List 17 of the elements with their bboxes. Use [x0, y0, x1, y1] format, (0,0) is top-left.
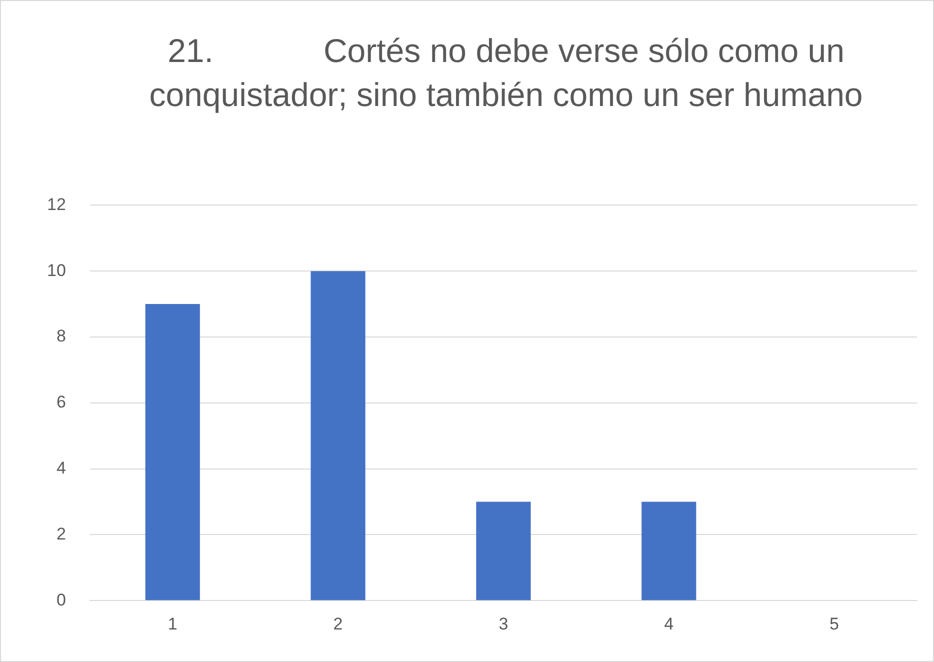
y-tick-label: 10: [46, 260, 66, 280]
x-tick-label: 5: [830, 614, 840, 634]
bar: [642, 502, 696, 600]
y-tick-label: 0: [56, 590, 66, 610]
x-tick-label: 2: [333, 614, 343, 634]
x-tick-label: 1: [168, 614, 178, 634]
y-tick-label: 12: [46, 194, 66, 214]
bar: [310, 271, 366, 600]
y-tick-label: 8: [56, 326, 66, 346]
y-tick-label: 4: [56, 458, 66, 478]
x-tick-label: 4: [664, 614, 674, 634]
chart-title: 21. Cortés no debe verse sólo como un conquistador; sino también como un ser humano: [148, 31, 864, 115]
bar: [145, 304, 200, 600]
y-tick-label: 2: [56, 524, 66, 544]
bar: [476, 502, 531, 600]
x-tick-label: 3: [498, 614, 508, 634]
y-tick-label: 6: [56, 392, 66, 412]
